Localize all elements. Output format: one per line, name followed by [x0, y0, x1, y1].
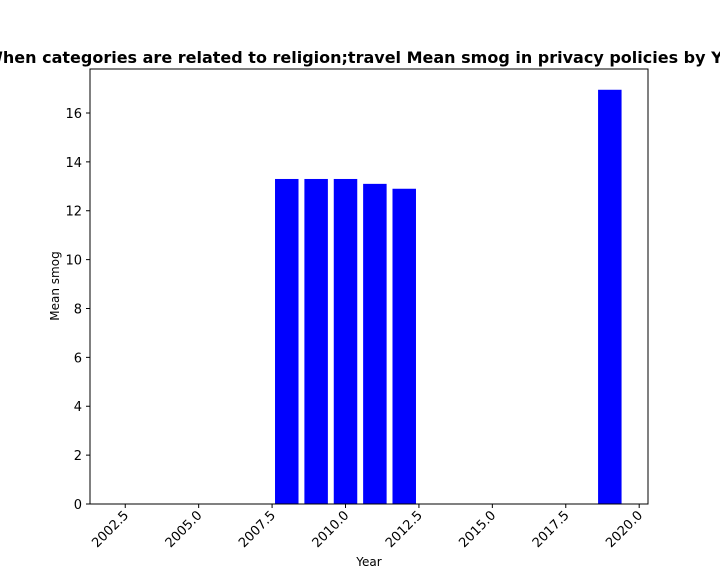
x-tick-label: 2005.0: [163, 508, 206, 551]
chart-title: When categories are related to religion;…: [0, 48, 720, 67]
x-tick-label: 2020.0: [603, 508, 646, 551]
x-tick-label: 2017.5: [530, 508, 573, 551]
x-tick-label: 2010.0: [310, 508, 353, 551]
bars-layer: [275, 89, 622, 505]
y-tick-label: 14: [65, 156, 82, 171]
x-axis-label: Year: [355, 555, 381, 569]
bar-2011: [363, 183, 387, 505]
bar-2012: [392, 188, 416, 504]
bar-2008: [275, 178, 299, 504]
y-tick-label: 4: [74, 400, 82, 415]
y-axis-label: Mean smog: [48, 251, 62, 320]
y-tick-label: 12: [65, 205, 82, 220]
y-tick-label: 16: [65, 107, 82, 122]
x-axis: 2002.5 2005.0 2007.5 2010.0 2012.5 2015.0 2017…: [89, 504, 646, 551]
bar-2010: [333, 178, 358, 504]
y-tick-label: 10: [65, 254, 82, 269]
bar-2009: [304, 178, 328, 504]
x-tick-label: 2007.5: [236, 508, 279, 551]
x-tick-label: 2015.0: [456, 508, 499, 551]
y-axis: 0 2 4 6 8 10 12 14 16: [65, 107, 90, 513]
x-tick-label: 2012.5: [383, 508, 426, 551]
bar-2019: [598, 89, 622, 505]
y-tick-label: 6: [74, 351, 82, 366]
y-tick-label: 2: [74, 449, 82, 464]
plot-area-frame: [89, 68, 649, 505]
y-tick-label: 8: [74, 302, 82, 317]
y-tick-label: 0: [74, 498, 82, 513]
x-tick-label: 2002.5: [89, 508, 132, 551]
